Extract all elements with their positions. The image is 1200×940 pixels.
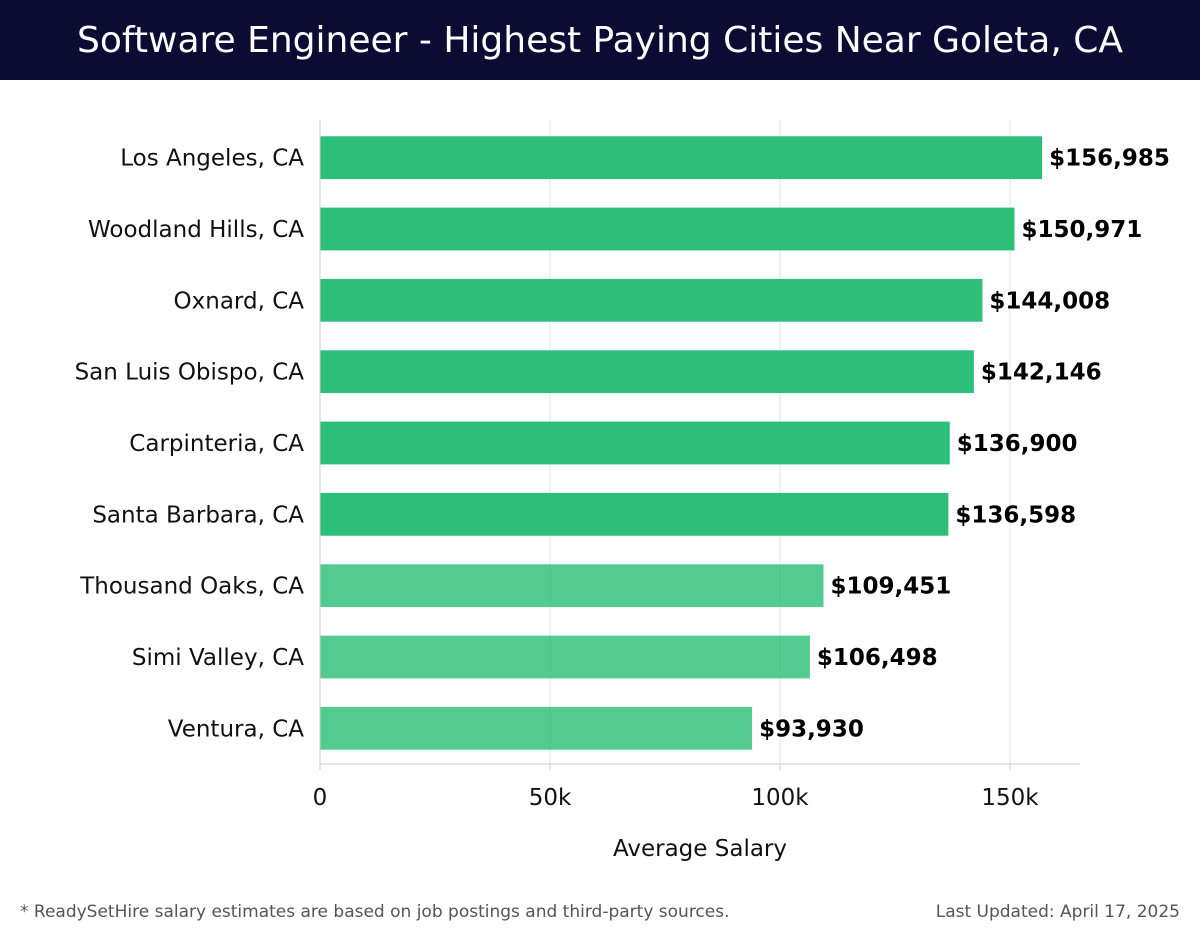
value-label: $136,598 [955, 502, 1076, 528]
bar [320, 207, 1015, 251]
footnote: * ReadySetHire salary estimates are base… [20, 902, 730, 922]
category-label: Oxnard, CA [174, 288, 305, 314]
bar [320, 635, 810, 679]
bar [320, 350, 974, 394]
category-label: Los Angeles, CA [120, 146, 304, 172]
last-updated: Last Updated: April 17, 2025 [935, 902, 1180, 922]
x-axis-title: Average Salary [613, 836, 787, 862]
x-tick-label: 150k [981, 785, 1039, 811]
chart-header: Software Engineer - Highest Paying Citie… [0, 0, 1200, 80]
bar-chart: Los Angeles, CA $156,985 Woodland Hills, C… [75, 120, 1170, 862]
bar [320, 706, 753, 750]
chart-title: Software Engineer - Highest Paying Citie… [76, 19, 1123, 61]
category-label: Ventura, CA [168, 716, 305, 742]
category-label: Carpinteria, CA [129, 431, 304, 457]
x-tick-label: 0 [313, 785, 328, 811]
category-label: San Luis Obispo, CA [75, 360, 305, 386]
bar [320, 492, 949, 536]
value-label: $136,900 [957, 431, 1078, 457]
category-label: Santa Barbara, CA [92, 502, 304, 528]
value-label: $144,008 [989, 288, 1110, 314]
value-label: $142,146 [981, 360, 1102, 386]
bar [320, 421, 950, 465]
x-tick-label: 50k [529, 785, 572, 811]
category-label: Thousand Oaks, CA [79, 574, 304, 600]
bar [320, 136, 1043, 180]
value-label: $93,930 [759, 716, 864, 742]
x-tick-label: 100k [751, 785, 809, 811]
value-label: $150,971 [1021, 217, 1142, 243]
bar [320, 564, 824, 608]
value-label: $109,451 [830, 574, 951, 600]
value-label: $156,985 [1049, 146, 1170, 172]
value-label: $106,498 [817, 645, 938, 671]
bar [320, 278, 983, 322]
bar-layer: Los Angeles, CA $156,985 Woodland Hills, C… [75, 136, 1170, 750]
category-label: Woodland Hills, CA [88, 217, 304, 243]
axis-layer: 0 50k 100k 150k [313, 120, 1080, 811]
category-label: Simi Valley, CA [132, 645, 304, 671]
